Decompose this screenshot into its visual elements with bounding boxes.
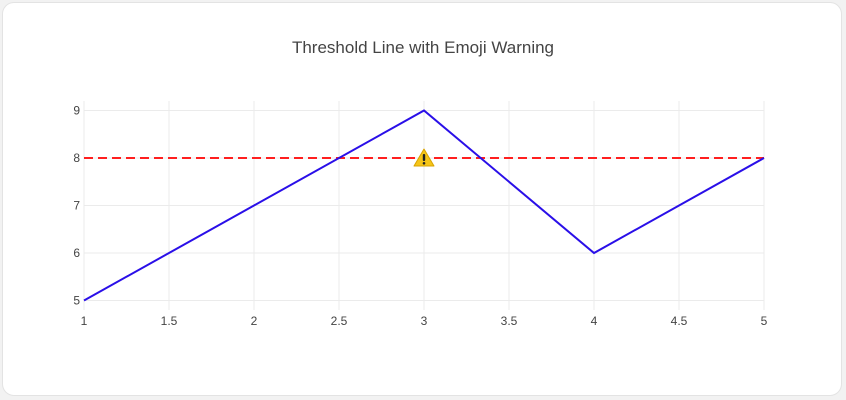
x-tick-label: 1: [81, 314, 88, 328]
y-axis-ticks: 5 6 7 8 9: [73, 104, 80, 308]
y-tick-label: 8: [73, 151, 80, 165]
x-tick-label: 2.5: [331, 314, 348, 328]
series: [83, 109, 765, 302]
x-axis-ticks: 1 1.5 2 2.5 3 3.5 4 4.5 5: [81, 314, 768, 328]
series-line: [83, 109, 765, 302]
y-tick-label: 6: [73, 246, 80, 260]
x-tick-label: 3: [421, 314, 428, 328]
x-tick-label: 5: [761, 314, 768, 328]
x-tick-label: 4: [591, 314, 598, 328]
x-tick-label: 4.5: [671, 314, 688, 328]
chart-title: Threshold Line with Emoji Warning: [292, 38, 554, 57]
x-tick-label: 3.5: [501, 314, 518, 328]
x-tick-label: 1.5: [161, 314, 178, 328]
annotation: [413, 148, 435, 167]
warning-icon: [413, 148, 435, 167]
grid: [83, 101, 765, 310]
y-tick-label: 5: [73, 294, 80, 308]
warning-mark-bar: [422, 154, 426, 161]
y-tick-label: 7: [73, 199, 80, 213]
warning-mark-dot: [422, 162, 426, 165]
y-tick-label: 9: [73, 104, 80, 118]
chart-card: [2, 2, 842, 396]
x-tick-label: 2: [251, 314, 258, 328]
